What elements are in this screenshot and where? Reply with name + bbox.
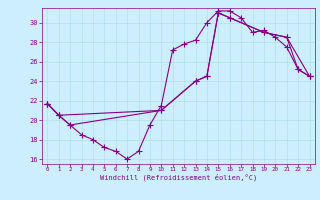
X-axis label: Windchill (Refroidissement éolien,°C): Windchill (Refroidissement éolien,°C) [100, 174, 257, 181]
